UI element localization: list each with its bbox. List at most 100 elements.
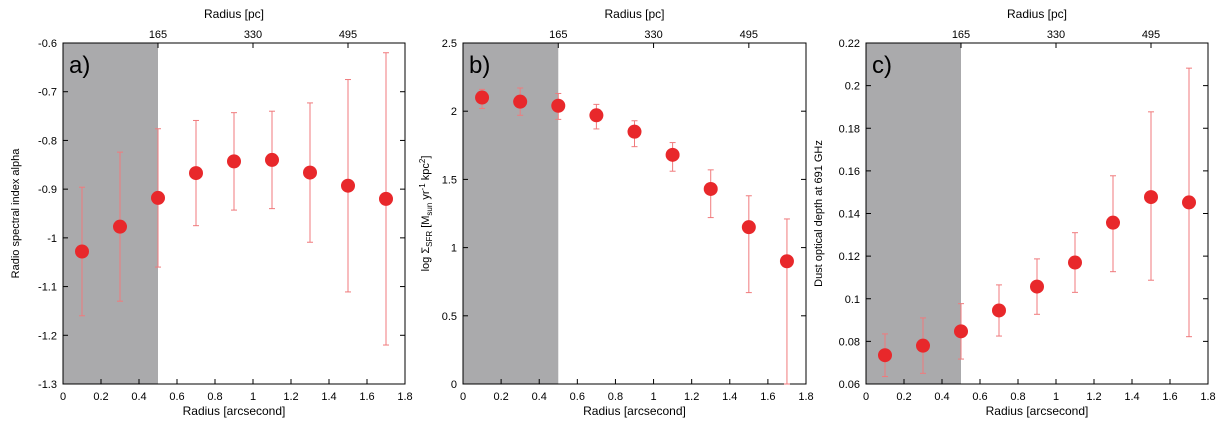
panel-c: 0 0.2 0.4 0.6 0.8 1 1.2 1.4 1.6 1.8 165 330 495 0.06 0… bbox=[813, 7, 1216, 418]
y-tick-label: 0 bbox=[451, 379, 457, 391]
x-tick-label: 1.2 bbox=[283, 391, 298, 403]
top-tick-label: 495 bbox=[1142, 29, 1160, 41]
x-tick-label: 0.2 bbox=[896, 391, 911, 403]
y-axis-title-part: [M bbox=[420, 216, 432, 231]
x-tick-label: 1.8 bbox=[397, 391, 412, 403]
top-tick-label: 495 bbox=[339, 29, 357, 41]
data-point bbox=[75, 244, 89, 259]
y-tick-label: 1.5 bbox=[442, 174, 457, 186]
y-tick-label: 1 bbox=[451, 243, 457, 255]
top-tick-label: 330 bbox=[1047, 29, 1065, 41]
y-axis-title-part: yr bbox=[420, 190, 432, 203]
x-tick-label: 1.8 bbox=[798, 391, 813, 403]
data-point bbox=[551, 98, 566, 113]
data-point bbox=[227, 154, 241, 169]
x-tick-label: 0.2 bbox=[493, 391, 508, 403]
x-axis-title: Radius [arcsecond] bbox=[183, 404, 286, 418]
x-tick-label: 0 bbox=[60, 391, 66, 403]
x-tick-label: 0.6 bbox=[972, 391, 987, 403]
x-tick-label: 1.2 bbox=[684, 391, 699, 403]
y-tick-label: 0.18 bbox=[839, 123, 860, 135]
y-tick-label: 0.12 bbox=[839, 251, 860, 263]
x-tick-label: 0.8 bbox=[207, 391, 222, 403]
y-tick-label: 2 bbox=[451, 106, 457, 118]
x-tick-label: 0.4 bbox=[131, 391, 146, 403]
y-axis-title: Dust optical depth at 691 GHz bbox=[813, 140, 825, 287]
x-tick-label: 0 bbox=[863, 391, 869, 403]
panel-label: b) bbox=[469, 52, 490, 79]
x-tick-label: 1.6 bbox=[760, 391, 775, 403]
panel-a: 0 0.2 0.4 0.6 0.8 1 1.2 1.4 1.6 1.8 165 330 495 -1.3 -… bbox=[10, 7, 413, 418]
x-tick-label: 0.4 bbox=[532, 391, 547, 403]
data-point bbox=[1030, 279, 1044, 294]
error-bar bbox=[783, 218, 790, 385]
panel-b: 0 0.2 0.4 0.6 0.8 1 1.2 1.4 1.6 1.8 165 330 495 0 0.5 1… bbox=[418, 7, 814, 418]
y-tick-label: -1 bbox=[47, 233, 57, 245]
x-tick-label: 1.8 bbox=[1200, 391, 1215, 403]
x-tick-label: 1.4 bbox=[321, 391, 336, 403]
data-point bbox=[1106, 215, 1120, 230]
shaded-region bbox=[866, 43, 961, 384]
data-point bbox=[992, 303, 1006, 318]
top-tick-label: 330 bbox=[644, 29, 662, 41]
x-tick-label: 0.8 bbox=[1010, 391, 1025, 403]
y-tick-label: 2.5 bbox=[442, 38, 457, 50]
y-tick-label: -0.9 bbox=[38, 184, 57, 196]
data-point bbox=[113, 219, 127, 234]
x-tick-label: 1 bbox=[650, 391, 656, 403]
shaded-region bbox=[63, 43, 158, 384]
x-tick-label: 0.4 bbox=[934, 391, 949, 403]
data-point bbox=[189, 166, 203, 181]
y-axis-title-part: -1 bbox=[418, 183, 427, 191]
x-tick-label: 1 bbox=[250, 391, 256, 403]
data-point bbox=[303, 165, 317, 180]
y-tick-label: -0.6 bbox=[38, 38, 57, 50]
x-tick-label: 0.8 bbox=[608, 391, 623, 403]
data-point bbox=[1144, 190, 1158, 205]
y-tick-label: 0.5 bbox=[442, 311, 457, 323]
top-tick-label: 165 bbox=[952, 29, 970, 41]
top-tick-label: 330 bbox=[244, 29, 262, 41]
y-axis-title-part: sun bbox=[425, 203, 434, 216]
y-axis-title-part: ] bbox=[420, 156, 432, 159]
x-tick-label: 1.2 bbox=[1086, 391, 1101, 403]
data-point bbox=[627, 124, 642, 139]
data-point bbox=[265, 152, 279, 167]
y-tick-label: -0.7 bbox=[38, 87, 57, 99]
data-point bbox=[1068, 255, 1082, 270]
data-point bbox=[779, 254, 794, 269]
y-tick-label: 0.1 bbox=[845, 294, 860, 306]
error-bar bbox=[745, 195, 752, 294]
y-tick-label: 0.06 bbox=[839, 379, 860, 391]
top-tick-label: 165 bbox=[549, 29, 567, 41]
y-axis-title: Radio spectral index alpha bbox=[10, 148, 22, 279]
y-tick-label: 0.08 bbox=[839, 336, 860, 348]
y-tick-label: -1.2 bbox=[38, 330, 57, 342]
y-tick-label: -1.3 bbox=[38, 379, 57, 391]
x-tick-label: 1.6 bbox=[1162, 391, 1177, 403]
y-axis-title-part: SFR bbox=[425, 231, 434, 247]
panel-label: a) bbox=[69, 52, 90, 79]
data-point bbox=[741, 220, 756, 235]
x-axis-title: Radius [arcsecond] bbox=[986, 404, 1089, 418]
top-axis-title: Radius [pc] bbox=[604, 7, 664, 21]
y-tick-label: 0.16 bbox=[839, 166, 860, 178]
y-tick-label: 0.22 bbox=[839, 38, 860, 50]
data-point bbox=[341, 178, 355, 193]
plot-frame bbox=[462, 42, 807, 385]
x-tick-label: 1.4 bbox=[1124, 391, 1139, 403]
data-point bbox=[151, 190, 165, 205]
y-tick-label: -1.1 bbox=[38, 282, 57, 294]
y-axis-title-part: 2 bbox=[418, 158, 427, 163]
y-tick-label: 0.2 bbox=[845, 81, 860, 93]
top-axis-title: Radius [pc] bbox=[204, 7, 264, 21]
data-point bbox=[589, 108, 604, 123]
data-point bbox=[665, 147, 680, 162]
x-tick-label: 0 bbox=[460, 391, 466, 403]
y-tick-label: -0.8 bbox=[38, 135, 57, 147]
data-point bbox=[954, 324, 968, 339]
data-point bbox=[379, 191, 393, 206]
y-axis-title: log ΣSFR [Msun yr-1 kpc2] bbox=[418, 156, 434, 272]
x-tick-label: 0.2 bbox=[93, 391, 108, 403]
